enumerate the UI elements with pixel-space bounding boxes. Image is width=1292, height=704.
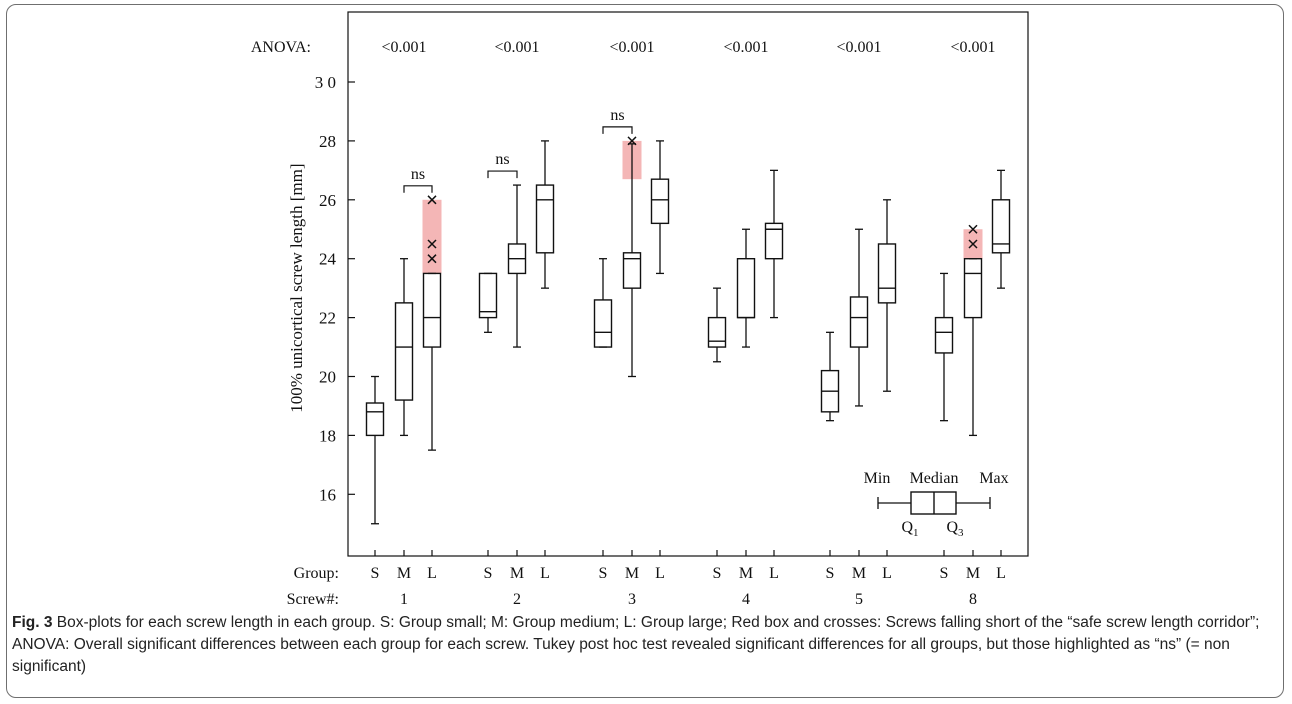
iqr-box xyxy=(622,252,642,289)
group-label: M xyxy=(739,565,753,582)
anova-value: <0.001 xyxy=(494,39,539,56)
screw-number-label: 3 xyxy=(628,591,636,608)
iqr-box xyxy=(478,272,498,319)
iqr-box xyxy=(849,296,869,348)
group-label: M xyxy=(852,565,866,582)
anova-value: <0.001 xyxy=(381,39,426,56)
group-label: M xyxy=(625,565,639,582)
outlier-cross xyxy=(427,195,437,205)
group-label: L xyxy=(996,565,1006,582)
screw-number-label: 1 xyxy=(400,591,408,608)
ns-bracket xyxy=(487,170,518,179)
group-label: S xyxy=(713,565,722,582)
figure-caption: Fig. 3 Box-plots for each screw length i… xyxy=(12,612,1274,678)
iqr-box xyxy=(365,402,385,437)
y-axis-label: 100% unicortical screw length [mm] xyxy=(287,164,306,413)
figure-frame xyxy=(6,4,1284,698)
y-tick-label: 28 xyxy=(319,132,336,151)
legend-max-label: Max xyxy=(979,470,1008,487)
group-label: M xyxy=(966,565,980,582)
group-label: S xyxy=(826,565,835,582)
ns-label: ns xyxy=(495,151,509,168)
ns-bracket xyxy=(602,126,633,134)
screw-number-label: 5 xyxy=(855,591,863,608)
group-label: S xyxy=(371,565,380,582)
group-label: M xyxy=(510,565,524,582)
iqr-box xyxy=(736,258,756,319)
screw-row-label: Screw#: xyxy=(287,591,339,608)
outlier-cross xyxy=(427,254,437,264)
short-length-highlight xyxy=(422,199,442,274)
anova-value: <0.001 xyxy=(950,39,995,56)
ns-bracket xyxy=(403,185,433,193)
outlier-cross xyxy=(968,239,978,249)
group-label: L xyxy=(769,565,779,582)
iqr-box xyxy=(422,272,442,348)
iqr-box xyxy=(394,302,414,401)
iqr-box xyxy=(764,222,784,260)
y-tick-label: 22 xyxy=(319,309,336,328)
group-label: S xyxy=(940,565,949,582)
y-tick-label: 26 xyxy=(319,191,336,210)
legend-q3-label: Q3 xyxy=(946,519,964,539)
iqr-box xyxy=(991,199,1011,254)
legend-q1-label: Q1 xyxy=(901,519,918,539)
screw-number-label: 4 xyxy=(742,591,750,608)
y-tick-label: 3 0 xyxy=(315,73,336,92)
y-tick-label: 16 xyxy=(319,485,336,504)
screw-number-label: 2 xyxy=(513,591,521,608)
iqr-box xyxy=(707,316,727,348)
iqr-box xyxy=(934,316,954,354)
anova-value: <0.001 xyxy=(723,39,768,56)
group-label: M xyxy=(397,565,411,582)
figure-label: Fig. 3 xyxy=(12,614,53,631)
outlier-cross xyxy=(968,224,978,234)
group-label: S xyxy=(484,565,493,582)
y-tick-label: 24 xyxy=(319,250,337,269)
y-tick-label: 18 xyxy=(319,426,336,445)
y-tick-label: 20 xyxy=(319,368,336,387)
iqr-box xyxy=(650,178,670,225)
iqr-box xyxy=(535,184,555,254)
iqr-box xyxy=(593,299,613,348)
iqr-box xyxy=(877,243,897,304)
anova-row-label: ANOVA: xyxy=(251,39,311,56)
outlier-cross xyxy=(627,136,637,146)
group-label: L xyxy=(655,565,665,582)
outlier-cross xyxy=(427,239,437,249)
anova-value: <0.001 xyxy=(609,39,654,56)
group-label: L xyxy=(540,565,550,582)
group-label: L xyxy=(427,565,437,582)
group-label: L xyxy=(882,565,892,582)
group-row-label: Group: xyxy=(294,565,339,582)
anova-value: <0.001 xyxy=(836,39,881,56)
ns-label: ns xyxy=(610,107,624,124)
legend-min-label: Min xyxy=(864,470,891,487)
screw-number-label: 8 xyxy=(969,591,977,608)
iqr-box xyxy=(963,258,983,319)
group-label: S xyxy=(599,565,608,582)
ns-label: ns xyxy=(411,166,425,183)
caption-text: Box-plots for each screw length in each … xyxy=(12,614,1260,675)
legend-median-label: Median xyxy=(910,470,959,487)
plot-frame xyxy=(347,11,1029,557)
